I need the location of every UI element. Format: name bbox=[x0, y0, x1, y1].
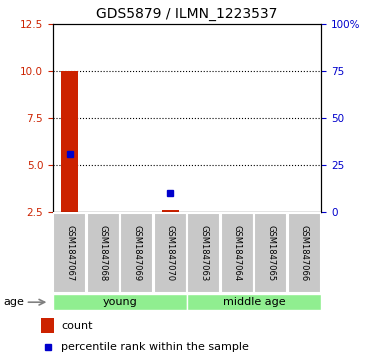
Text: GSM1847065: GSM1847065 bbox=[266, 225, 276, 281]
Text: GSM1847064: GSM1847064 bbox=[233, 225, 242, 281]
Bar bbox=[41, 318, 54, 333]
Bar bbox=[53, 213, 86, 293]
Text: age: age bbox=[4, 297, 24, 307]
Bar bbox=[120, 213, 153, 293]
Bar bbox=[254, 213, 287, 293]
Bar bbox=[221, 213, 254, 293]
Bar bbox=[187, 294, 321, 310]
Bar bbox=[61, 71, 78, 212]
Bar bbox=[162, 210, 179, 212]
Text: middle age: middle age bbox=[223, 297, 285, 307]
Text: young: young bbox=[103, 297, 137, 307]
Text: GSM1847069: GSM1847069 bbox=[132, 225, 141, 281]
Text: percentile rank within the sample: percentile rank within the sample bbox=[61, 342, 249, 352]
Text: GSM1847063: GSM1847063 bbox=[199, 225, 208, 281]
Text: count: count bbox=[61, 321, 92, 331]
Bar bbox=[187, 213, 220, 293]
Title: GDS5879 / ILMN_1223537: GDS5879 / ILMN_1223537 bbox=[96, 7, 278, 21]
Bar bbox=[288, 213, 321, 293]
Text: GSM1847066: GSM1847066 bbox=[300, 225, 309, 281]
Text: GSM1847067: GSM1847067 bbox=[65, 225, 74, 281]
Text: GSM1847070: GSM1847070 bbox=[166, 225, 175, 281]
Bar bbox=[53, 294, 187, 310]
Bar bbox=[154, 213, 187, 293]
Bar bbox=[87, 213, 120, 293]
Text: GSM1847068: GSM1847068 bbox=[99, 225, 108, 281]
